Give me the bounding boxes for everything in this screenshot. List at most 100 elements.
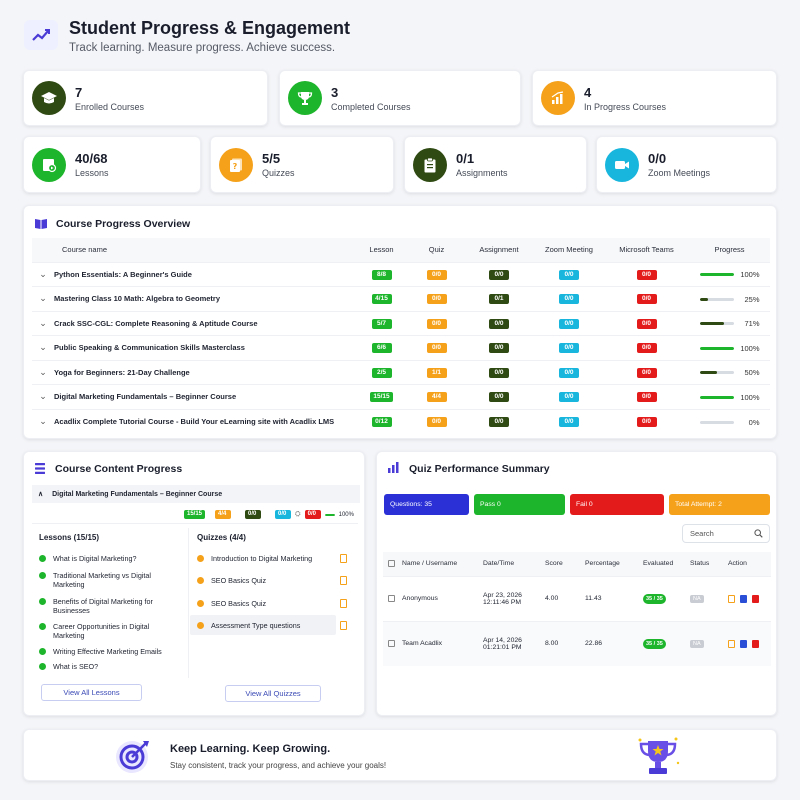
progress-label: 25%: [744, 294, 760, 304]
trash-icon[interactable]: [751, 639, 759, 648]
assignment-pill: 0/0: [489, 417, 509, 427]
progress-label: 100%: [740, 343, 760, 353]
col-header: Score: [545, 552, 585, 576]
table-row[interactable]: ⌄ Digital Marketing Fundamentals – Beginn…: [32, 384, 770, 409]
table-row[interactable]: ⌄ Crack SSC-CGL: Complete Reasoning & Apt…: [32, 310, 770, 336]
quiz-pill: 0/0: [426, 269, 447, 280]
chevron-down-icon[interactable]: ⌄: [32, 408, 54, 434]
book-icon: [34, 217, 48, 235]
chevron-down-icon[interactable]: ⌄: [32, 384, 54, 409]
col-header: Course name: [54, 238, 354, 262]
teams-pill: 0/0: [636, 392, 657, 403]
lesson-item[interactable]: Writing Effective Marketing Emails: [39, 647, 179, 656]
chevron-down-icon[interactable]: ⌄: [32, 286, 54, 311]
assignment-pill: 0/0: [489, 318, 509, 329]
document-icon[interactable]: [340, 621, 347, 630]
document-icon[interactable]: [340, 599, 347, 608]
lesson-icon: [32, 147, 66, 182]
stat-card-in-progress[interactable]: 4 In Progress Courses: [532, 70, 777, 126]
lesson-title: Traditional Marketing vs Digital Marketi…: [53, 571, 151, 589]
chevron-up-icon[interactable]: ∧: [38, 491, 44, 498]
stat-card-quizzes[interactable]: ? 5/5 Quizzes: [210, 136, 394, 193]
table-row[interactable]: ⌄ Python Essentials: A Beginner's Guide 8/…: [32, 261, 770, 287]
course-progress-overview: Course Progress Overview Course name Les…: [23, 205, 777, 439]
select-all-checkbox[interactable]: [388, 560, 395, 568]
trophy-icon: [288, 81, 322, 115]
quiz-item[interactable]: Introduction to Digital Marketing: [197, 554, 347, 563]
table-row[interactable]: ⌄ Mastering Class 10 Math: Algebra to Geo…: [32, 286, 770, 311]
stat-value: 5/5: [262, 151, 281, 166]
quiz-item[interactable]: Assessment Type questions: [197, 621, 347, 630]
progress-bar: [699, 395, 734, 399]
page-title: Student Progress & Engagement: [69, 18, 351, 38]
lesson-item[interactable]: What is Digital Marketing?: [39, 554, 179, 563]
bar-chart-icon: [541, 81, 575, 115]
row-checkbox[interactable]: [388, 640, 395, 648]
table-row[interactable]: ⌄ Acadlix Complete Tutorial Course - Buil…: [32, 408, 770, 434]
graduation-cap-icon: [32, 81, 66, 115]
attempt-percentage: 22.86: [585, 620, 643, 666]
attempt-score: 8.00: [545, 620, 585, 666]
list-icon: [34, 462, 46, 480]
course-stats-pills: 15/15 4/4 0/0 0/0 ⛭ 0/0 100%: [184, 510, 354, 519]
quiz-item[interactable]: SEO Basics Quiz: [197, 599, 347, 608]
lesson-pill: 0/12: [371, 417, 392, 427]
quiz-item[interactable]: SEO Basics Quiz: [197, 576, 347, 585]
banner-subtitle: Stay consistent, track your progress, an…: [170, 761, 387, 770]
course-name: Digital Marketing Fundamentals – Beginne…: [52, 490, 223, 498]
stat-value: 7: [75, 84, 83, 100]
external-link-icon[interactable]: [728, 594, 735, 603]
section-title: Quiz Performance Summary: [409, 463, 550, 475]
fail-box: Fail 0: [570, 494, 664, 515]
search-input[interactable]: Search: [682, 524, 770, 543]
assignment-pill: 0/0: [489, 269, 509, 280]
external-link-icon[interactable]: [728, 639, 735, 648]
stat-card-enrolled[interactable]: 7 Enrolled Courses: [23, 70, 268, 126]
col-header: Date/Time: [483, 552, 545, 576]
col-header: Action: [728, 552, 771, 576]
document-icon[interactable]: [340, 576, 347, 585]
quiz-pill: 0/0: [426, 318, 447, 329]
chevron-down-icon[interactable]: ⌄: [32, 359, 54, 385]
stat-card-zoom[interactable]: 0/0 Zoom Meetings: [596, 136, 777, 193]
document-icon[interactable]: [340, 554, 347, 563]
evaluated-badge: 35 / 35: [643, 638, 666, 649]
zoom-pill: 0/0: [559, 343, 579, 354]
progress-indicator: 50%: [699, 368, 760, 377]
check-icon: [39, 663, 46, 670]
lesson-item[interactable]: Career Opportunities in Digital Marketin…: [39, 622, 179, 640]
view-all-quizzes-button[interactable]: View All Quizzes: [225, 685, 321, 702]
assignment-pill: 0/1: [489, 294, 509, 305]
pdf-icon[interactable]: [739, 639, 747, 648]
progress-indicator: 71%: [699, 319, 760, 328]
lesson-title: Career Opportunities in Digital Marketin…: [53, 622, 150, 640]
search-icon[interactable]: [754, 529, 763, 540]
stat-value: 0/0: [648, 151, 667, 166]
lesson-item[interactable]: What is SEO?: [39, 662, 179, 671]
col-header: Status: [690, 552, 728, 576]
course-name: Mastering Class 10 Math: Algebra to Geom…: [54, 286, 354, 311]
lesson-item[interactable]: Benefits of Digital Marketing for Busine…: [39, 597, 179, 615]
lessons-heading: Lessons (15/15): [39, 533, 100, 542]
zoom-pill: 0/0: [275, 510, 292, 519]
chevron-down-icon[interactable]: ⌄: [32, 310, 54, 336]
course-accordion-header[interactable]: ∧ Digital Marketing Fundamentals – Begin…: [32, 485, 360, 503]
stat-card-lessons[interactable]: 40/68 Lessons: [23, 136, 201, 193]
trash-icon[interactable]: [751, 594, 759, 603]
check-icon: [197, 600, 204, 607]
quiz-pill: 0/0: [426, 417, 447, 427]
progress-bar: [699, 420, 734, 424]
chevron-down-icon[interactable]: ⌄: [32, 335, 54, 360]
quiz-pill: 4/4: [426, 392, 447, 403]
lesson-item[interactable]: Traditional Marketing vs Digital Marketi…: [39, 571, 179, 589]
stat-card-assignments[interactable]: 0/1 Assignments: [404, 136, 587, 193]
pdf-icon[interactable]: [739, 594, 747, 603]
quiz-pill: 1/1: [426, 367, 447, 378]
table-row[interactable]: ⌄ Public Speaking & Communication Skills …: [32, 335, 770, 360]
view-all-lessons-button[interactable]: View All Lessons: [41, 684, 142, 701]
banner-title: Keep Learning. Keep Growing.: [170, 743, 331, 755]
row-checkbox[interactable]: [388, 594, 395, 602]
chevron-down-icon[interactable]: ⌄: [32, 261, 54, 287]
stat-card-completed[interactable]: 3 Completed Courses: [279, 70, 521, 126]
table-row[interactable]: ⌄ Yoga for Beginners: 21-Day Challenge 2/5…: [32, 359, 770, 385]
